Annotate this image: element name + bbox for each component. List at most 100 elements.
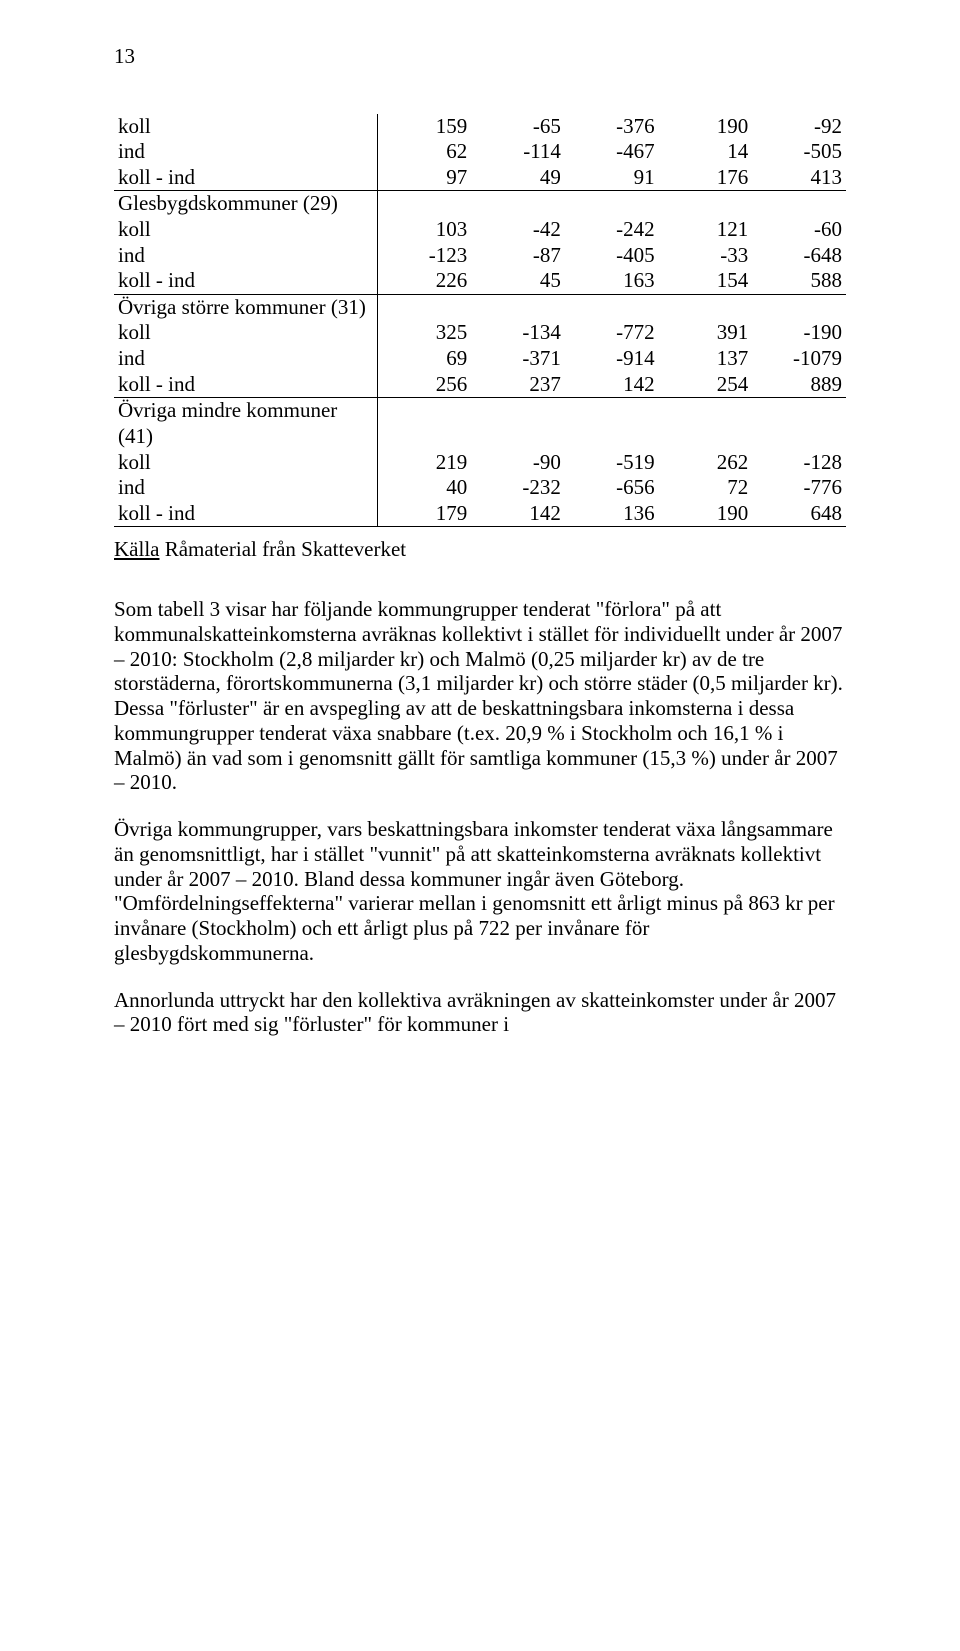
value-cell: 69	[378, 346, 472, 372]
table-row: koll219-90-519262-128	[114, 450, 846, 476]
row-label-cell: koll	[114, 114, 378, 140]
value-cell: 237	[471, 372, 565, 398]
value-cell: -772	[565, 320, 659, 346]
value-cell: -114	[471, 139, 565, 165]
empty-cell	[659, 294, 753, 320]
row-label-cell: ind	[114, 475, 378, 501]
value-cell: -776	[752, 475, 846, 501]
table-row: koll - ind256237142254889	[114, 372, 846, 398]
value-cell: -134	[471, 320, 565, 346]
value-cell: 72	[659, 475, 753, 501]
value-cell: -87	[471, 243, 565, 269]
value-cell: -42	[471, 217, 565, 243]
value-cell: 176	[659, 165, 753, 191]
value-cell: -128	[752, 450, 846, 476]
data-table: koll159-65-376190-92ind62-114-46714-505k…	[114, 114, 846, 528]
empty-cell	[752, 398, 846, 450]
value-cell: -90	[471, 450, 565, 476]
value-cell: 40	[378, 475, 472, 501]
table-group-header-row: Övriga mindre kommuner (41)	[114, 398, 846, 450]
empty-cell	[471, 191, 565, 217]
value-cell: 588	[752, 268, 846, 294]
empty-cell	[659, 398, 753, 450]
value-cell: -656	[565, 475, 659, 501]
value-cell: 413	[752, 165, 846, 191]
table-row: koll325-134-772391-190	[114, 320, 846, 346]
value-cell: 256	[378, 372, 472, 398]
empty-cell	[752, 191, 846, 217]
empty-cell	[752, 294, 846, 320]
row-label-cell: koll	[114, 450, 378, 476]
value-cell: -1079	[752, 346, 846, 372]
empty-cell	[565, 294, 659, 320]
table-row: koll159-65-376190-92	[114, 114, 846, 140]
empty-cell	[659, 191, 753, 217]
value-cell: 142	[471, 501, 565, 527]
value-cell: 325	[378, 320, 472, 346]
document-page: 13 koll159-65-376190-92ind62-114-46714-5…	[0, 0, 960, 1097]
value-cell: -371	[471, 346, 565, 372]
value-cell: 49	[471, 165, 565, 191]
value-cell: -505	[752, 139, 846, 165]
value-cell: 219	[378, 450, 472, 476]
value-cell: -648	[752, 243, 846, 269]
empty-cell	[471, 398, 565, 450]
group-header-cell: Övriga mindre kommuner (41)	[114, 398, 378, 450]
value-cell: 97	[378, 165, 472, 191]
value-cell: 391	[659, 320, 753, 346]
body-paragraph: Övriga kommungrupper, vars beskattningsb…	[114, 817, 846, 966]
row-label-cell: koll	[114, 217, 378, 243]
value-cell: -519	[565, 450, 659, 476]
table-row: ind-123-87-405-33-648	[114, 243, 846, 269]
value-cell: 103	[378, 217, 472, 243]
value-cell: 142	[565, 372, 659, 398]
source-line: Källa Råmaterial från Skatteverket	[114, 537, 846, 563]
empty-cell	[565, 191, 659, 217]
value-cell: 262	[659, 450, 753, 476]
value-cell: 137	[659, 346, 753, 372]
table-row: koll - ind179142136190648	[114, 501, 846, 527]
page-number: 13	[114, 44, 846, 70]
value-cell: -190	[752, 320, 846, 346]
value-cell: -92	[752, 114, 846, 140]
row-label-cell: koll - ind	[114, 165, 378, 191]
value-cell: -60	[752, 217, 846, 243]
value-cell: 159	[378, 114, 472, 140]
value-cell: -405	[565, 243, 659, 269]
value-cell: -376	[565, 114, 659, 140]
source-rest: Råmaterial från Skatteverket	[159, 537, 406, 561]
value-cell: 45	[471, 268, 565, 294]
table-group-header-row: Glesbygdskommuner (29)	[114, 191, 846, 217]
value-cell: 91	[565, 165, 659, 191]
value-cell: -33	[659, 243, 753, 269]
value-cell: 254	[659, 372, 753, 398]
value-cell: 136	[565, 501, 659, 527]
value-cell: 121	[659, 217, 753, 243]
value-cell: 648	[752, 501, 846, 527]
table-row: ind40-232-65672-776	[114, 475, 846, 501]
empty-cell	[378, 294, 472, 320]
value-cell: 179	[378, 501, 472, 527]
table-row: koll - ind22645163154588	[114, 268, 846, 294]
table-row: koll103-42-242121-60	[114, 217, 846, 243]
table-row: koll - ind974991176413	[114, 165, 846, 191]
body-paragraph: Annorlunda uttryckt har den kollektiva a…	[114, 988, 846, 1038]
row-label-cell: koll - ind	[114, 372, 378, 398]
value-cell: -65	[471, 114, 565, 140]
value-cell: 62	[378, 139, 472, 165]
empty-cell	[565, 398, 659, 450]
value-cell: 889	[752, 372, 846, 398]
empty-cell	[378, 398, 472, 450]
value-cell: 14	[659, 139, 753, 165]
empty-cell	[378, 191, 472, 217]
value-cell: 163	[565, 268, 659, 294]
value-cell: -232	[471, 475, 565, 501]
value-cell: -467	[565, 139, 659, 165]
table-row: ind69-371-914137-1079	[114, 346, 846, 372]
value-cell: 190	[659, 114, 753, 140]
row-label-cell: koll - ind	[114, 268, 378, 294]
value-cell: -914	[565, 346, 659, 372]
table-row: ind62-114-46714-505	[114, 139, 846, 165]
value-cell: -123	[378, 243, 472, 269]
value-cell: 190	[659, 501, 753, 527]
